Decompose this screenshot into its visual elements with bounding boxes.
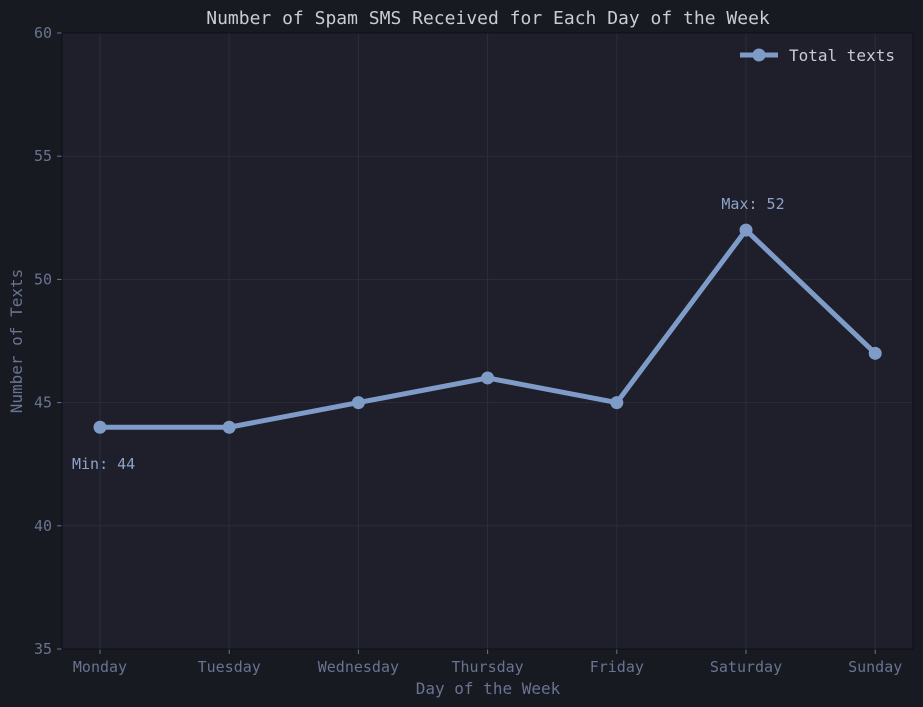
y-tick-label: 55 [34, 147, 52, 165]
legend: Total texts [740, 46, 895, 65]
x-tick-label: Saturday [710, 658, 782, 676]
chart-title: Number of Spam SMS Received for Each Day… [206, 8, 770, 29]
x-tick-label: Sunday [848, 658, 902, 676]
data-point [93, 420, 107, 434]
grid [62, 32, 913, 650]
legend-label: Total texts [789, 46, 895, 65]
data-point [739, 223, 753, 237]
x-tick-label: Tuesday [198, 658, 261, 676]
y-tick-label: 50 [34, 270, 52, 288]
legend-marker [752, 48, 766, 62]
x-tick-label: Friday [590, 658, 644, 676]
x-tick-label: Monday [73, 658, 127, 676]
data-point [222, 420, 236, 434]
y-tick-label: 35 [34, 640, 52, 658]
max-annotation: Max: 52 [721, 195, 784, 213]
plot-frame [61, 32, 914, 650]
annotations: Min: 44 Max: 52 [72, 195, 785, 473]
y-tick-label: 40 [34, 517, 52, 535]
data-point [868, 346, 882, 360]
x-tick-label: Thursday [451, 658, 523, 676]
y-axis-ticks: 35 40 45 50 55 60 [34, 24, 62, 658]
x-axis-label: Day of the Week [416, 679, 561, 698]
y-axis-label: Number of Texts [7, 269, 26, 414]
y-tick-label: 45 [34, 394, 52, 412]
data-point [610, 396, 624, 410]
series-total-texts [93, 223, 882, 434]
data-point [481, 371, 495, 385]
min-annotation: Min: 44 [72, 455, 135, 473]
x-axis-ticks: Monday Tuesday Wednesday Thursday Friday Satu… [73, 649, 902, 676]
y-tick-label: 60 [34, 24, 52, 42]
x-tick-label: Wednesday [318, 658, 399, 676]
data-point [351, 396, 365, 410]
